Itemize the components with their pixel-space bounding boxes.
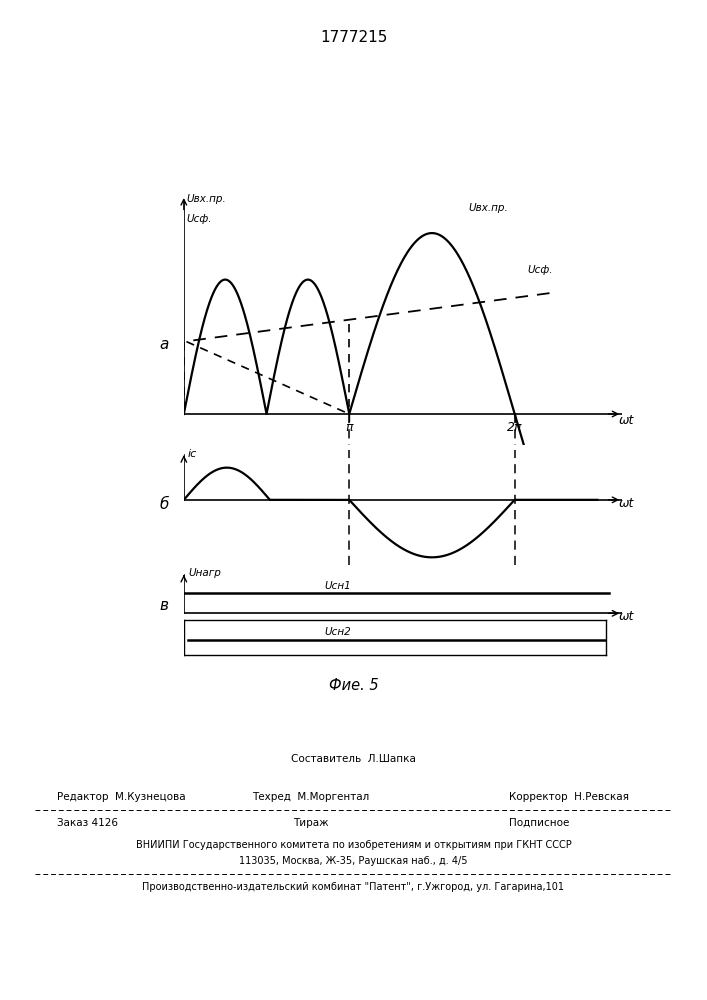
Text: а: а (159, 337, 168, 352)
Text: Uсф.: Uсф. (187, 214, 212, 224)
Text: ωt: ωt (619, 414, 634, 427)
Text: Фие. 5: Фие. 5 (329, 678, 378, 692)
Text: Uвх.пр.: Uвх.пр. (468, 203, 508, 213)
Text: 2π: 2π (507, 421, 522, 434)
Text: Редактор  М.Кузнецова: Редактор М.Кузнецова (57, 792, 185, 802)
Text: Тираж: Тираж (293, 818, 329, 828)
Text: Техред  М.Моргентал: Техред М.Моргентал (252, 792, 370, 802)
Text: Uнагр: Uнагр (188, 568, 221, 578)
Text: Заказ 4126: Заказ 4126 (57, 818, 117, 828)
Text: Uсн2: Uсн2 (325, 627, 351, 637)
Text: Производственно-издательский комбинат "Патент", г.Ужгород, ул. Гагарина,101: Производственно-издательский комбинат "П… (143, 882, 564, 892)
Text: Uсф.: Uсф. (528, 265, 554, 275)
Text: Подписное: Подписное (509, 818, 569, 828)
Text: Корректор  Н.Ревская: Корректор Н.Ревская (509, 792, 629, 802)
Text: Составитель  Л.Шапка: Составитель Л.Шапка (291, 754, 416, 764)
Text: π: π (346, 421, 353, 434)
Text: 113035, Москва, Ж-35, Раушская наб., д. 4/5: 113035, Москва, Ж-35, Раушская наб., д. … (239, 856, 468, 866)
Text: Uсн1: Uсн1 (325, 581, 351, 591)
Text: б: б (159, 497, 168, 512)
Text: 1777215: 1777215 (320, 30, 387, 45)
Text: ωt: ωt (619, 610, 634, 623)
Text: iс: iс (188, 449, 197, 459)
Text: в: в (159, 598, 168, 613)
Text: ωt: ωt (619, 497, 634, 510)
Text: ВНИИПИ Государственного комитета по изобретениям и открытиям при ГКНТ СССР: ВНИИПИ Государственного комитета по изоб… (136, 840, 571, 850)
Text: Uвх.пр.: Uвх.пр. (187, 194, 226, 204)
